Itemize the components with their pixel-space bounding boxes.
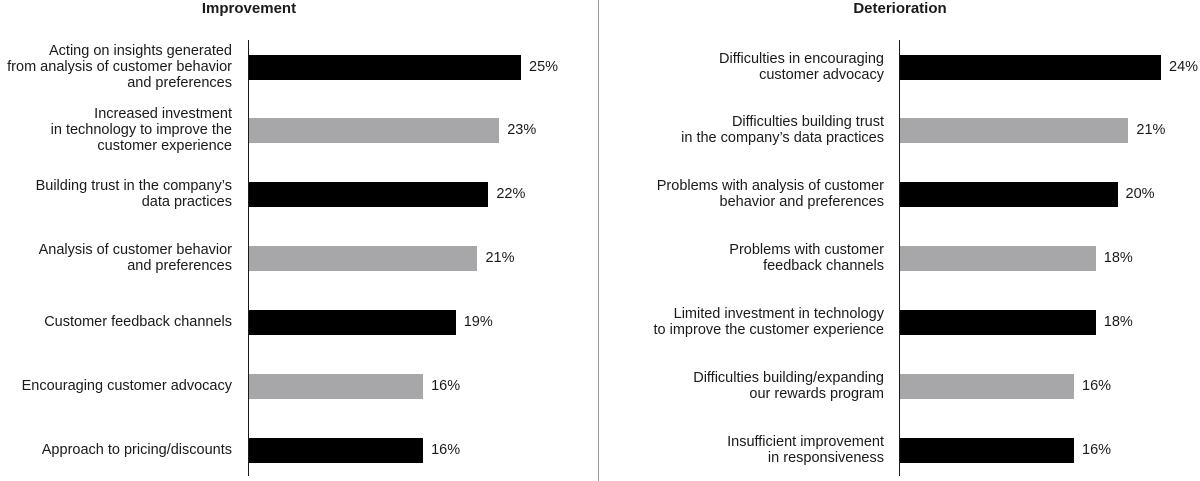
deterioration-category-label: Limited investment in technology to impro… bbox=[653, 306, 885, 338]
deterioration-value-label: 16% bbox=[1082, 442, 1112, 458]
deterioration-value-label: 18% bbox=[1103, 250, 1133, 266]
deterioration-bar bbox=[900, 437, 1074, 463]
deterioration-category-label: Difficulties building/expanding our rewar… bbox=[693, 370, 884, 402]
improvement-bar bbox=[249, 437, 424, 463]
improvement-category-label: Encouraging customer advocacy bbox=[21, 378, 232, 394]
deterioration-title: Deterioration bbox=[853, 0, 947, 17]
improvement-bar bbox=[249, 245, 478, 271]
improvement-value-label: 23% bbox=[507, 122, 537, 138]
improvement-category-label: Approach to pricing/discounts bbox=[41, 442, 232, 458]
deterioration-bar bbox=[900, 309, 1096, 335]
improvement-category-label: Increased investment in technology to imp… bbox=[50, 106, 232, 154]
deterioration-value-label: 21% bbox=[1136, 122, 1166, 138]
improvement-bar bbox=[249, 181, 489, 207]
deterioration-category-label: Insufficient improvement in responsivenes… bbox=[727, 434, 884, 466]
improvement-value-label: 22% bbox=[496, 186, 526, 202]
improvement-value-label: 21% bbox=[485, 250, 515, 266]
deterioration-bar bbox=[900, 54, 1161, 80]
improvement-category-label: Building trust in the company’s data prac… bbox=[35, 178, 232, 210]
deterioration-category-label: Problems with analysis of customer behavi… bbox=[656, 178, 884, 210]
improvement-title: Improvement bbox=[201, 0, 297, 17]
deterioration-bar bbox=[900, 181, 1118, 207]
improvement-value-label: 19% bbox=[463, 314, 493, 330]
improvement-bar bbox=[249, 373, 424, 399]
deterioration-panel: Deterioration Difficulties in encouragin… bbox=[600, 0, 1200, 481]
improvement-category-label: Analysis of customer behavior and prefere… bbox=[38, 242, 232, 274]
deterioration-category-label: Problems with customer feedback channels bbox=[729, 242, 884, 274]
panel-divider bbox=[598, 0, 599, 481]
deterioration-category-label: Difficulties in encouraging customer advo… bbox=[719, 51, 884, 83]
deterioration-bar bbox=[900, 373, 1074, 399]
deterioration-bar bbox=[900, 245, 1096, 271]
deterioration-value-label: 24% bbox=[1169, 59, 1199, 75]
improvement-bar bbox=[249, 117, 500, 143]
improvement-category-label: Customer feedback channels bbox=[44, 314, 232, 330]
improvement-value-label: 25% bbox=[529, 59, 559, 75]
improvement-bar bbox=[249, 54, 521, 80]
improvement-panel: Improvement Acting on insights generated… bbox=[0, 0, 598, 481]
deterioration-axis-line bbox=[899, 40, 900, 476]
deterioration-value-label: 20% bbox=[1125, 186, 1155, 202]
improvement-value-label: 16% bbox=[431, 442, 461, 458]
deterioration-value-label: 18% bbox=[1103, 314, 1133, 330]
improvement-axis-line bbox=[248, 40, 249, 476]
deterioration-bar bbox=[900, 117, 1129, 143]
improvement-bar bbox=[249, 309, 456, 335]
improvement-value-label: 16% bbox=[431, 378, 461, 394]
improvement-category-label: Acting on insights generated from analysi… bbox=[7, 43, 232, 91]
deterioration-category-label: Difficulties building trust in the compan… bbox=[681, 114, 884, 146]
deterioration-value-label: 16% bbox=[1082, 378, 1112, 394]
